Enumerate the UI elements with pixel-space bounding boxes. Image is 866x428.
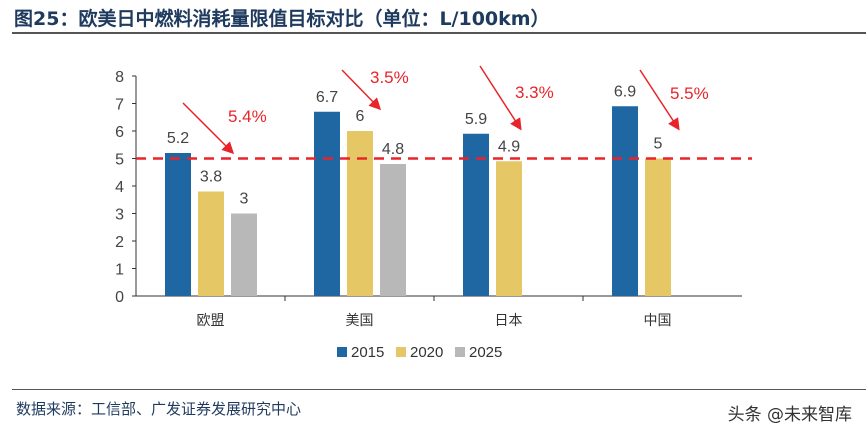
y-tick-label: 8 <box>115 69 124 86</box>
chart-title: 图25：欧美日中燃料消耗量限值目标对比（单位：L/100km） <box>14 8 550 30</box>
bar-2020 <box>645 158 671 296</box>
annotation-arrow <box>639 69 680 131</box>
y-tick-label: 5 <box>115 152 124 169</box>
y-tick-label: 4 <box>115 179 124 196</box>
legend-swatch-2025 <box>455 347 465 357</box>
y-tick-label: 0 <box>115 289 124 306</box>
data-label: 6.7 <box>316 89 338 106</box>
legend-swatch-2020 <box>396 347 406 357</box>
bar-2015 <box>165 153 191 296</box>
bar-2025 <box>231 213 257 296</box>
bar-2015 <box>612 106 638 296</box>
legend-label: 2025 <box>469 344 502 361</box>
y-tick-label: 7 <box>115 97 124 114</box>
data-label: 6 <box>356 108 365 125</box>
data-label: 3.8 <box>200 169 222 186</box>
footer-divider <box>12 389 866 390</box>
source-note: 数据来源：工信部、广发证券发展研究中心 <box>16 400 302 418</box>
annotation-label: 5.5% <box>670 84 709 103</box>
bar-2020 <box>496 161 522 296</box>
data-label: 5.2 <box>167 130 189 147</box>
data-label: 4.9 <box>498 138 520 155</box>
x-tick-label: 中国 <box>644 312 672 328</box>
bar-2020 <box>347 131 373 296</box>
x-tick-label: 日本 <box>495 312 523 328</box>
bar-2020 <box>198 191 224 296</box>
y-tick-label: 2 <box>115 234 124 251</box>
data-label: 5 <box>654 136 663 153</box>
bar-2015 <box>463 133 489 296</box>
bar-2015 <box>314 111 340 296</box>
annotation-label: 5.4% <box>228 107 267 126</box>
watermark: 头条 @未来智库 <box>727 405 852 425</box>
annotation-arrow <box>479 65 522 131</box>
x-tick-label: 欧盟 <box>197 312 225 328</box>
legend-label: 2015 <box>351 344 384 361</box>
annotation-label: 3.5% <box>370 68 409 87</box>
title-divider <box>12 32 866 34</box>
y-tick-label: 1 <box>115 262 124 279</box>
data-label: 5.9 <box>465 111 487 128</box>
legend-swatch-2015 <box>337 347 347 357</box>
x-tick-label: 美国 <box>346 312 374 328</box>
data-label: 4.8 <box>382 141 404 158</box>
annotation-arrow <box>182 102 235 155</box>
y-tick-label: 3 <box>115 207 124 224</box>
bar-chart: 0 1 2 3 4 5 6 7 8 欧盟 5.2 3.8 3 美国 6.7 6 4.8 日本 5.9 4.9 中国 6.9… <box>115 65 752 361</box>
bar-2025 <box>380 164 406 296</box>
annotation-label: 3.3% <box>515 83 554 102</box>
legend-label: 2020 <box>410 344 443 361</box>
y-tick-label: 6 <box>115 124 124 141</box>
annotation-arrow <box>341 69 382 111</box>
data-label: 3 <box>240 191 249 208</box>
data-label: 6.9 <box>614 83 636 100</box>
